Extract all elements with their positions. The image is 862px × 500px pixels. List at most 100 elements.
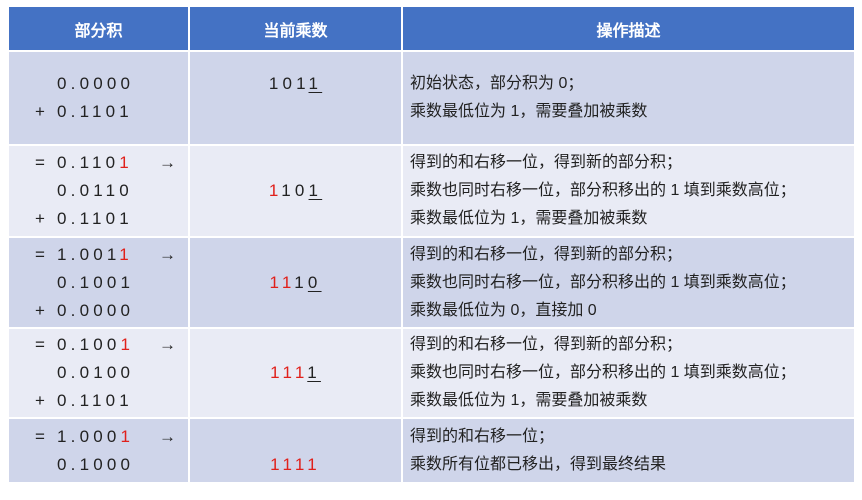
description-line: 得到的和右移一位，得到新的部分积；	[410, 245, 683, 263]
operator-sign: =	[35, 244, 45, 264]
operator-sign: =	[35, 153, 45, 172]
binary-value: 0.0000	[57, 74, 134, 93]
multiplier-line	[190, 423, 401, 451]
partial-product-cell: 0.0000 +0.1101	[7, 50, 190, 146]
underlined-digit: 1	[307, 363, 321, 382]
multiplier-line	[190, 387, 401, 415]
description-line: 乘数最低位为 1，需要叠加被乘数	[410, 392, 648, 409]
binary-value: 0.0110	[57, 181, 133, 200]
underlined-digit: 1	[308, 181, 323, 200]
description-line: 得到的和右移一位，得到新的部分积；	[410, 154, 683, 171]
binary-value: 0.1101	[57, 153, 133, 172]
multiplier-line	[190, 205, 401, 233]
multiplier-line	[190, 98, 401, 126]
binary-value: 0.1101	[57, 391, 133, 410]
binary-value: 0.1001	[57, 335, 134, 354]
highlighted-digit: 1	[120, 335, 135, 354]
multiplier-value: 1011	[269, 74, 322, 93]
multiplier-line	[190, 241, 401, 269]
multiplier-cell: 1011	[188, 50, 403, 146]
binary-value: 0.0100	[57, 363, 134, 382]
binary-value: 0.0000	[57, 301, 134, 320]
digits: 0.0100	[57, 363, 135, 382]
table-row: 0.0000 +0.1101 1011 初始状态，部分积为 0； 乘数最低位为 1，需要…	[7, 50, 856, 146]
table-row: = 1.0011 → 0.1001 +0.0000 1110 得到的和右移一位，得到新的部分…	[7, 236, 856, 329]
digits: 0.100	[57, 335, 121, 354]
description-line: 初始状态，部分积为 0；	[410, 75, 584, 92]
description-cell: 得到的和右移一位，得到新的部分积； 乘数也同时右移一位，部分积移出的 1 填到乘数…	[401, 144, 856, 238]
binary-value: 1.0001	[57, 427, 134, 446]
partial-product-line: +0.1101	[9, 387, 188, 415]
multiplier-value: 1110	[269, 273, 321, 292]
highlighted-digit: 1	[119, 244, 133, 264]
right-shift-arrow-icon: →	[159, 153, 176, 172]
partial-product-line: 0.0100	[9, 359, 188, 387]
digits: 0.1101	[57, 102, 133, 121]
table-row: = 1.0001 → 0.1000 1111 得到的和右移一位； 乘数所有位都已移出，得到最…	[7, 417, 856, 484]
operator-sign: +	[35, 300, 45, 320]
multiplier-line	[190, 149, 401, 177]
partial-product-line: = 1.0001 →	[9, 423, 188, 451]
partial-product-line: +0.1101	[9, 98, 188, 126]
multiplier-line: 1110	[190, 269, 401, 297]
binary-value: 0.1000	[57, 455, 134, 474]
operator-sign: +	[35, 102, 45, 121]
digits: 1.001	[57, 244, 120, 264]
partial-product-line: = 1.0011 →	[9, 241, 188, 269]
partial-product-line: 0.1000	[9, 451, 188, 479]
multiplier-cell: 1110	[188, 236, 403, 329]
booth-multiplication-table: 部分积 当前乘数 操作描述 0.0000 +0.1101 1011 初始状态，部分积为…	[7, 5, 856, 484]
multiplier-cell: 1111	[188, 327, 403, 419]
description-cell: 初始状态，部分积为 0； 乘数最低位为 1，需要叠加被乘数	[401, 50, 856, 146]
description-line: 得到的和右移一位；	[410, 427, 555, 445]
multiplier-cell: 1101	[188, 144, 403, 238]
multiplier-line: 1111	[190, 359, 401, 387]
operator-sign: =	[35, 426, 45, 446]
operator-sign: +	[35, 209, 45, 228]
underlined-digit: 0	[307, 272, 322, 292]
description-line: 乘数也同时右移一位，部分积移出的 1 填到乘数高位；	[410, 364, 796, 381]
header-operation-description: 操作描述	[401, 5, 856, 52]
multiplier-line: 1111	[190, 451, 401, 479]
header-current-multiplier: 当前乘数	[188, 5, 403, 52]
multiplier-value: 1111	[270, 363, 321, 382]
table-row: = 0.1001 → 0.0100 +0.1101 1111 得到的和右移一位，得到新的部分…	[7, 327, 856, 419]
description-cell: 得到的和右移一位； 乘数所有位都已移出，得到最终结果	[401, 417, 856, 484]
highlighted-digit: 1111	[270, 454, 321, 474]
description-line: 乘数也同时右移一位，部分积移出的 1 填到乘数高位；	[410, 182, 796, 199]
partial-product-line: +0.0000	[9, 297, 188, 325]
multiplier-value: 1111	[270, 455, 321, 474]
multiplier-line: 1011	[190, 70, 401, 98]
digits: 0.0000	[57, 74, 135, 93]
multiplier-cell: 1111	[188, 417, 403, 484]
multiplier-value: 1101	[269, 181, 322, 200]
digits: 0.1000	[57, 454, 135, 474]
multiplier-line	[190, 331, 401, 359]
right-shift-arrow-icon: →	[159, 335, 176, 354]
binary-value: 0.1001	[57, 273, 134, 292]
description-line: 乘数所有位都已移出，得到最终结果	[410, 455, 667, 473]
digits: 1.000	[57, 426, 121, 446]
digits: 10	[281, 181, 309, 200]
operator-sign: =	[35, 335, 45, 354]
highlighted-digit: 1	[119, 153, 133, 172]
highlighted-digit: 1	[120, 426, 135, 446]
highlighted-digit: 1	[268, 181, 282, 200]
partial-product-line: = 0.1101 →	[9, 149, 188, 177]
highlighted-digit: 11	[269, 272, 295, 292]
right-shift-arrow-icon: →	[159, 244, 176, 264]
description-line: 乘数最低位为 0，直接加 0	[410, 301, 597, 319]
multiplier-line	[190, 297, 401, 325]
digits: 1	[294, 272, 308, 292]
underlined-digit: 1	[308, 74, 323, 93]
highlighted-digit: 111	[270, 363, 308, 382]
digits: 101	[268, 74, 309, 93]
description-line: 乘数也同时右移一位，部分积移出的 1 填到乘数高位；	[410, 273, 796, 291]
partial-product-line: 0.0110	[9, 177, 188, 205]
description-cell: 得到的和右移一位，得到新的部分积； 乘数也同时右移一位，部分积移出的 1 填到乘数…	[401, 236, 856, 329]
partial-product-cell: = 1.0011 → 0.1001 +0.0000	[7, 236, 190, 329]
partial-product-cell: = 1.0001 → 0.1000	[7, 417, 190, 484]
partial-product-line: 0.0000	[9, 70, 188, 98]
header-row: 部分积 当前乘数 操作描述	[7, 5, 856, 52]
partial-product-line: +0.1101	[9, 205, 188, 233]
